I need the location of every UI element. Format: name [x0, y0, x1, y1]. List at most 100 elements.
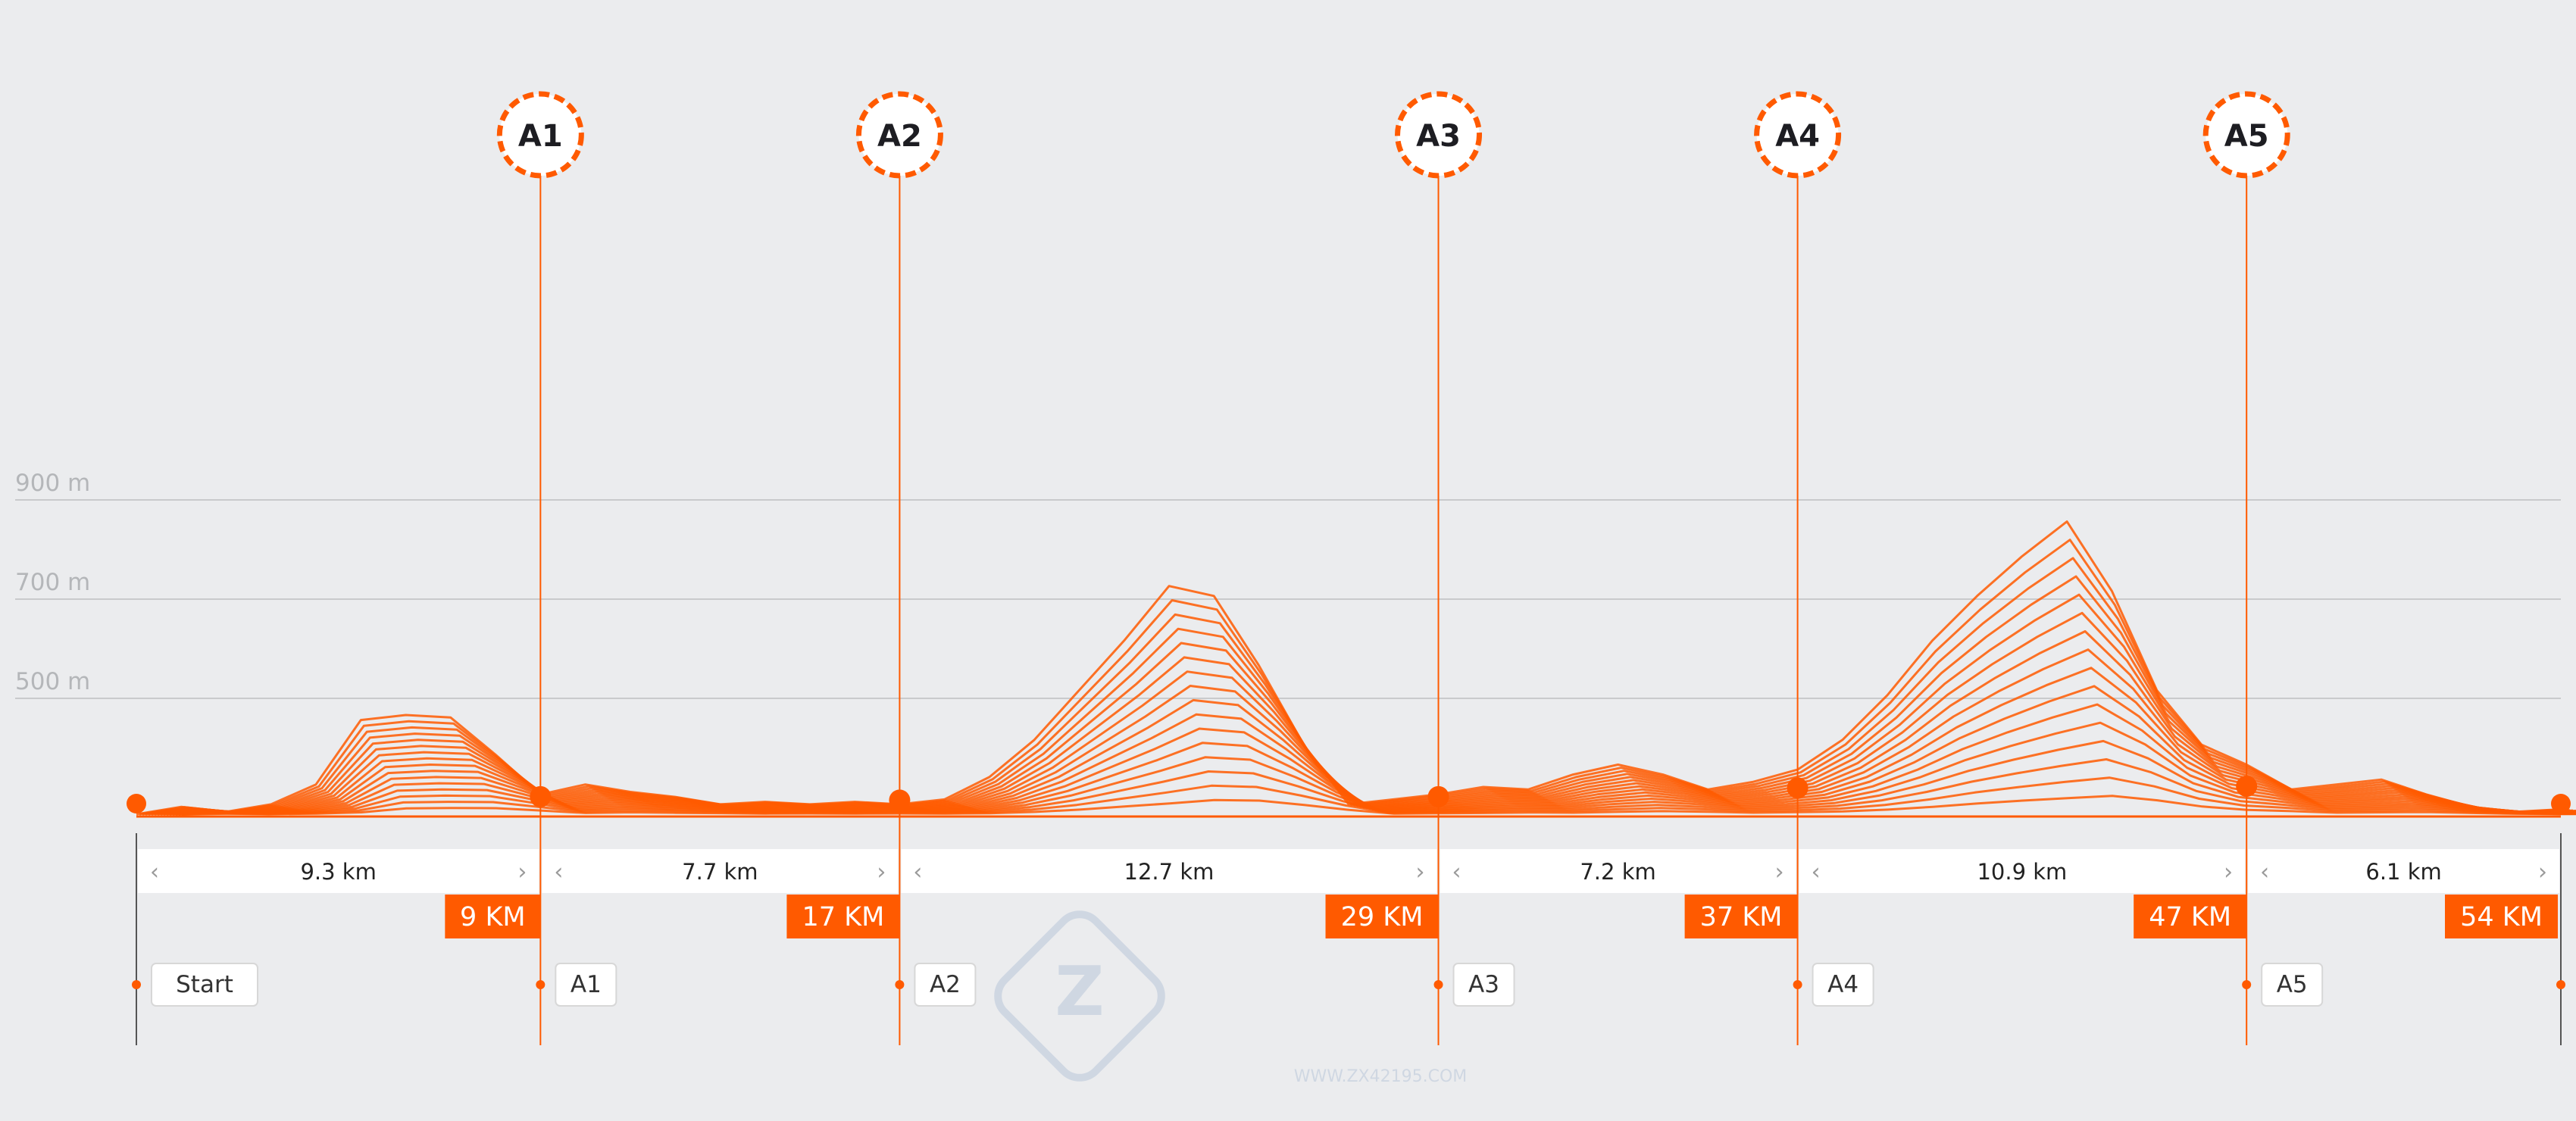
- chevron-right-icon[interactable]: ›: [1416, 859, 1425, 885]
- segment-bar: [2248, 849, 2559, 893]
- km-tag-label: 54 KM: [2460, 902, 2543, 932]
- station-name-dot: [895, 980, 905, 989]
- km-tag-label: 9 KM: [460, 902, 526, 932]
- km-tag-box: [2445, 895, 2558, 938]
- station-badge-a5[interactable]: A5: [2202, 91, 2290, 179]
- chevron-left-icon[interactable]: ‹: [913, 859, 922, 885]
- station-badge-a2[interactable]: A2: [855, 91, 943, 179]
- elevation-ridge-line: [145, 575, 2571, 816]
- km-tag: 37 KM: [1684, 895, 1798, 938]
- station-name-dot: [1433, 980, 1443, 989]
- km-tag: 54 KM: [2445, 895, 2558, 938]
- station-name-box: [2261, 963, 2324, 1007]
- badge-circle: [855, 91, 943, 179]
- segment-bar: [901, 849, 1437, 893]
- y-tick-label: 500 m: [15, 668, 90, 695]
- station-name-label: Start: [176, 971, 233, 998]
- km-tag: 9 KM: [445, 895, 541, 938]
- station-name-label: A1: [571, 971, 602, 998]
- station-name-label: A4: [1827, 971, 1859, 998]
- badge-label: A3: [1416, 119, 1461, 154]
- chevron-right-icon[interactable]: ›: [2538, 859, 2547, 885]
- station-name-label: A3: [1468, 971, 1499, 998]
- station-name-box: [1812, 963, 1874, 1007]
- elevation-ridge-line: [160, 667, 2576, 816]
- station-name-a2[interactable]: A2: [895, 963, 977, 1007]
- station-name-dot: [1793, 980, 1802, 989]
- station-badge-a1[interactable]: A1: [496, 91, 584, 179]
- km-tag: 17 KM: [786, 895, 900, 938]
- km-tag-label: 29 KM: [1341, 902, 1424, 932]
- station-dot-a1: [530, 785, 552, 807]
- station-name-a3[interactable]: A3: [1433, 963, 1515, 1007]
- km-tag-label: 47 KM: [2149, 902, 2231, 932]
- segment-4[interactable]: ‹ › 7.2 km: [1440, 849, 1796, 893]
- badge-label: A2: [877, 119, 922, 154]
- segment-bar: [1799, 849, 2246, 893]
- segment-bar: [1440, 849, 1796, 893]
- grid-layer: 900 m 700 m 500 m: [15, 470, 2561, 699]
- chevron-right-icon[interactable]: ›: [517, 859, 527, 885]
- segment-distance: 7.7 km: [682, 859, 758, 885]
- segment-6[interactable]: ‹ › 6.1 km: [2248, 849, 2559, 893]
- chevron-left-icon[interactable]: ‹: [1452, 859, 1462, 885]
- station-dot-a2: [889, 789, 911, 811]
- chevron-left-icon[interactable]: ‹: [2260, 859, 2269, 885]
- chevron-left-icon[interactable]: ‹: [554, 859, 563, 885]
- station-name-box: [1452, 963, 1515, 1007]
- station-name-a4[interactable]: A4: [1793, 963, 1874, 1007]
- station-name-layer[interactable]: Start A1 A2 A3 A4 A5: [132, 833, 2565, 1045]
- segment-distance: 9.3 km: [300, 859, 376, 885]
- watermark: Z WWW.ZX42195.COM: [994, 910, 1468, 1086]
- km-tag-box: [445, 895, 541, 938]
- km-tag-box: [786, 895, 900, 938]
- segment-distance: 10.9 km: [1977, 859, 2067, 885]
- station-dots-layer: [127, 776, 2571, 813]
- segment-2[interactable]: ‹ › 7.7 km: [542, 849, 899, 893]
- chevron-right-icon[interactable]: ›: [1775, 859, 1784, 885]
- km-tags-layer: 9 KM 17 KM 29 KM 37 KM 47 KM 54 KM: [445, 895, 2558, 938]
- station-badges-layer[interactable]: A1 A2 A3 A4 A5: [496, 91, 2290, 179]
- segment-bar: [138, 849, 539, 893]
- chevron-left-icon[interactable]: ‹: [150, 859, 159, 885]
- segment-bar-layer[interactable]: ‹ › 9.3 km ‹ › 7.7 km ‹ › 12.7 km ‹ › 7.2 km ‹ › 10.9 …: [138, 849, 2559, 893]
- chevron-right-icon[interactable]: ›: [2224, 859, 2233, 885]
- chevron-right-icon[interactable]: ›: [877, 859, 886, 885]
- station-name-label: A5: [2277, 971, 2308, 998]
- y-tick-label: 900 m: [15, 470, 90, 497]
- badge-label: A5: [2224, 119, 2269, 154]
- station-name-a5[interactable]: A5: [2242, 963, 2324, 1007]
- watermark-logo-icon: Z: [994, 910, 1165, 1082]
- station-name-dot: [132, 980, 141, 989]
- ridge-layer: [136, 520, 2576, 818]
- segment-distance: 12.7 km: [1124, 859, 1215, 885]
- start-dot: [127, 794, 146, 813]
- segment-3[interactable]: ‹ › 12.7 km: [901, 849, 1437, 893]
- km-tag-box: [2134, 895, 2247, 938]
- badge-circle: [1754, 91, 1842, 179]
- station-name-dot: [536, 980, 546, 989]
- km-tag-label: 37 KM: [1700, 902, 1783, 932]
- badge-label: A4: [1775, 119, 1820, 154]
- badge-circle: [1395, 91, 1483, 179]
- km-tag-box: [1325, 895, 1439, 938]
- station-name-a1[interactable]: A1: [536, 963, 617, 1007]
- segment-1[interactable]: ‹ › 9.3 km: [138, 849, 539, 893]
- km-tag: 29 KM: [1325, 895, 1439, 938]
- badge-circle: [496, 91, 584, 179]
- station-name-start[interactable]: Start: [132, 963, 258, 1007]
- badge-label: A1: [518, 119, 563, 154]
- station-badge-a4[interactable]: A4: [1754, 91, 1842, 179]
- station-name-box: [555, 963, 617, 1007]
- station-badge-a3[interactable]: A3: [1395, 91, 1483, 179]
- segment-5[interactable]: ‹ › 10.9 km: [1799, 849, 2246, 893]
- watermark-url: WWW.ZX42195.COM: [1294, 1067, 1468, 1086]
- station-name-label: A2: [930, 971, 961, 998]
- chevron-left-icon[interactable]: ‹: [1812, 859, 1821, 885]
- segment-distance: 7.2 km: [1580, 859, 1655, 885]
- y-tick-label: 700 m: [15, 569, 90, 596]
- segment-bar: [542, 849, 899, 893]
- badge-circle: [2202, 91, 2290, 179]
- station-dot-a5: [2236, 776, 2258, 798]
